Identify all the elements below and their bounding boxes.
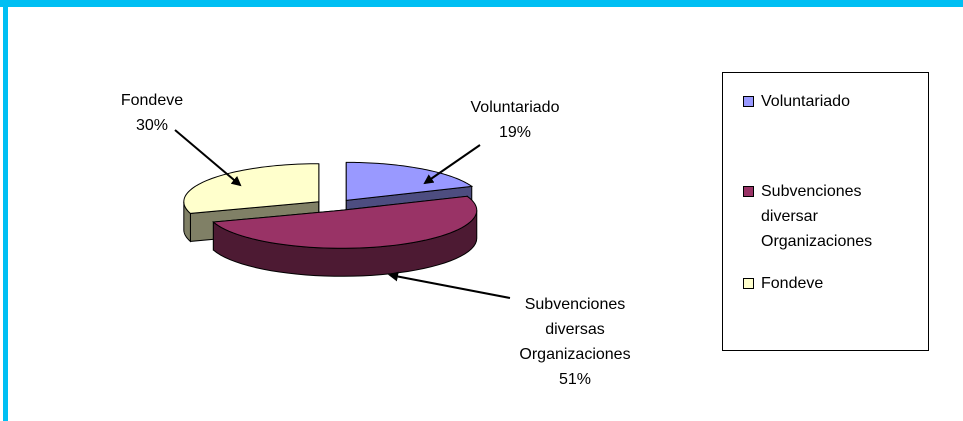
data-label-value: 30% [135,117,169,134]
legend-entry: Voluntariado [743,89,921,114]
data-label: Subvenciones diversas Organizaciones 51% [495,292,655,392]
slice-top [212,195,478,249]
data-label: Voluntariado 19% [455,95,575,145]
slice-top [345,161,474,201]
frame-border [3,0,8,421]
data-label: Fondeve 30% [107,88,197,138]
pie-slice [212,195,478,277]
slice-top [183,163,320,214]
data-label-category: Fondeve [120,92,184,109]
data-label-category: Voluntariado [470,99,560,116]
data-label-value: 51% [558,371,592,388]
data-label-category: Subvenciones diversas Organizaciones [519,296,631,363]
legend-label: Fondeve [761,275,824,292]
frame-border [0,0,963,7]
legend-label: Subvenciones diversar Organizaciones [761,183,873,250]
leader-arrow [388,271,511,299]
leader-arrow [174,129,242,187]
legend-label: Voluntariado [761,93,850,110]
legend-swatch [743,278,754,289]
data-label-value: 19% [498,124,532,141]
legend: Voluntariado Subvenciones diversar Organi… [722,72,929,351]
leader-arrow [423,144,481,185]
legend-entry: Fondeve [743,271,921,296]
legend-entry: Subvenciones diversar Organizaciones [743,179,921,254]
legend-swatch [743,186,754,197]
legend-swatch [743,96,754,107]
